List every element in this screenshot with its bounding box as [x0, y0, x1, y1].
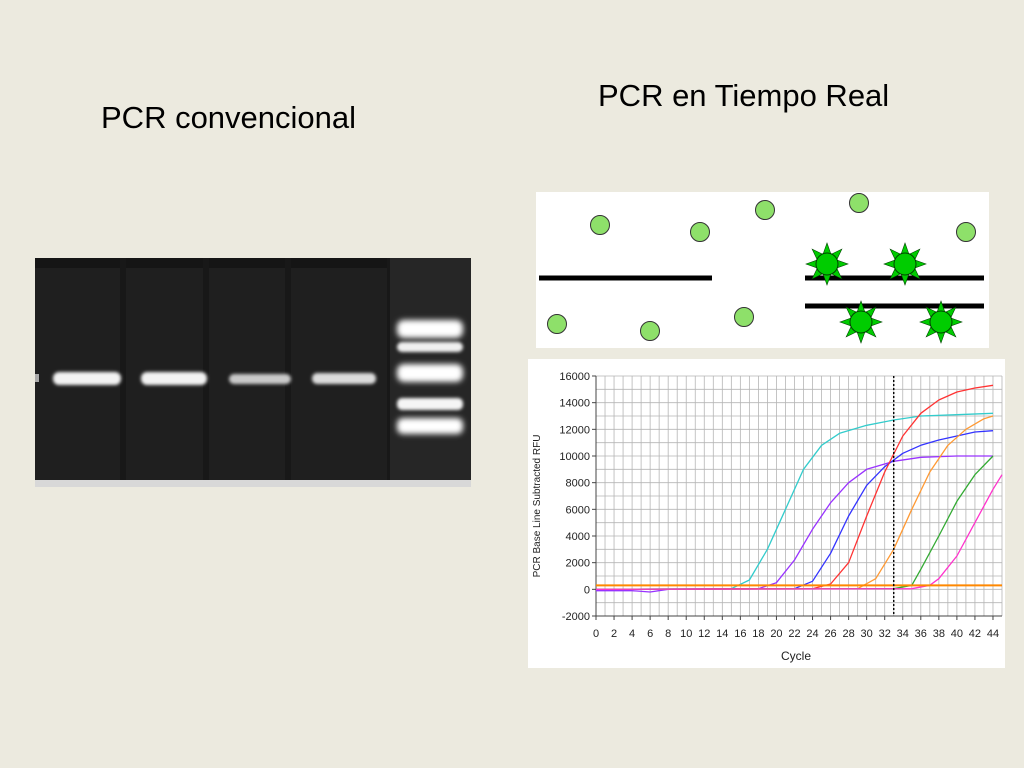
title-realtime-pcr: PCR en Tiempo Real [598, 78, 890, 113]
gel-band [141, 372, 207, 385]
x-tick-label: 24 [806, 628, 818, 640]
dna-strands [539, 275, 984, 309]
amplification-curve [596, 455, 993, 593]
free-probe-circle [734, 307, 754, 327]
chart-axes [595, 376, 1002, 617]
gel-ladder-lane [397, 320, 463, 434]
x-tick-label: 2 [611, 628, 617, 640]
gel-band [312, 373, 376, 384]
title-conventional-pcr: PCR convencional [101, 100, 357, 135]
x-tick-label: 20 [770, 628, 782, 640]
x-tick-label: 8 [665, 628, 671, 640]
x-tick-label: 30 [861, 628, 873, 640]
x-tick-label: 34 [897, 628, 909, 640]
bound-probe-sunburst [805, 242, 849, 286]
free-probe-circle [640, 321, 660, 341]
y-tick-label: 10000 [559, 451, 590, 463]
bound-probe-sunburst [883, 242, 927, 286]
x-axis-label: Cycle [781, 649, 811, 663]
y-tick-label: 4000 [566, 531, 590, 543]
gel-sample-bands [53, 372, 376, 385]
y-tick-label: 2000 [566, 558, 590, 570]
amplification-curve [595, 412, 994, 590]
probe-binding-diagram [536, 192, 989, 348]
gel-band [229, 374, 291, 384]
x-tick-label: 44 [987, 628, 999, 640]
y-tick-labels: -2000 0 2000 4000 6000 8000 10000 12000 14000 160… [559, 371, 596, 623]
x-tick-label: 22 [788, 628, 800, 640]
x-tick-label: 32 [879, 628, 891, 640]
x-tick-label: 28 [842, 628, 854, 640]
y-tick-label: 12000 [559, 424, 590, 436]
free-probe-circle [755, 200, 775, 220]
amplification-curve [595, 430, 994, 590]
y-tick-label: 0 [584, 584, 590, 596]
free-probe-circle [547, 314, 567, 334]
x-tick-label: 4 [629, 628, 635, 640]
amplification-curve [595, 415, 994, 590]
x-tick-label: 16 [734, 628, 746, 640]
x-tick-label: 14 [716, 628, 728, 640]
chart-markers [596, 376, 1002, 616]
bound-probes [805, 242, 963, 344]
y-tick-label: 14000 [559, 398, 590, 410]
y-tick-label: 8000 [566, 478, 590, 490]
realtime-pcr-chart: -2000 0 2000 4000 6000 8000 10000 12000 14000 160… [528, 359, 1005, 668]
x-tick-label: 6 [647, 628, 653, 640]
x-tick-label: 26 [824, 628, 836, 640]
y-axis-label: PCR Base Line Subtracted RFU [532, 435, 543, 578]
bound-probe-sunburst [839, 300, 883, 344]
gel-band [53, 372, 121, 385]
x-tick-label: 36 [915, 628, 927, 640]
x-tick-label: 40 [951, 628, 963, 640]
x-tick-label: 10 [680, 628, 692, 640]
chart-grid [595, 375, 1003, 617]
free-probes [547, 193, 976, 341]
x-tick-label: 12 [698, 628, 710, 640]
y-tick-label: 6000 [566, 504, 590, 516]
bound-probe-sunburst [919, 300, 963, 344]
free-probe-circle [690, 222, 710, 242]
x-tick-labels: 0 2 4 6 8 10 12 14 16 18 20 22 24 26 28 30 32 34 36 38 40 42 4… [593, 616, 999, 640]
x-tick-label: 38 [933, 628, 945, 640]
free-probe-circle [849, 193, 869, 213]
amplification-curve [595, 474, 1003, 590]
free-probe-circle [956, 222, 976, 242]
y-tick-label: -2000 [562, 611, 590, 623]
x-tick-label: 18 [752, 628, 764, 640]
x-tick-label: 42 [969, 628, 981, 640]
gel-electrophoresis-image [35, 258, 471, 487]
x-tick-label: 0 [593, 628, 599, 640]
y-tick-label: 16000 [559, 371, 590, 383]
free-probe-circle [590, 215, 610, 235]
